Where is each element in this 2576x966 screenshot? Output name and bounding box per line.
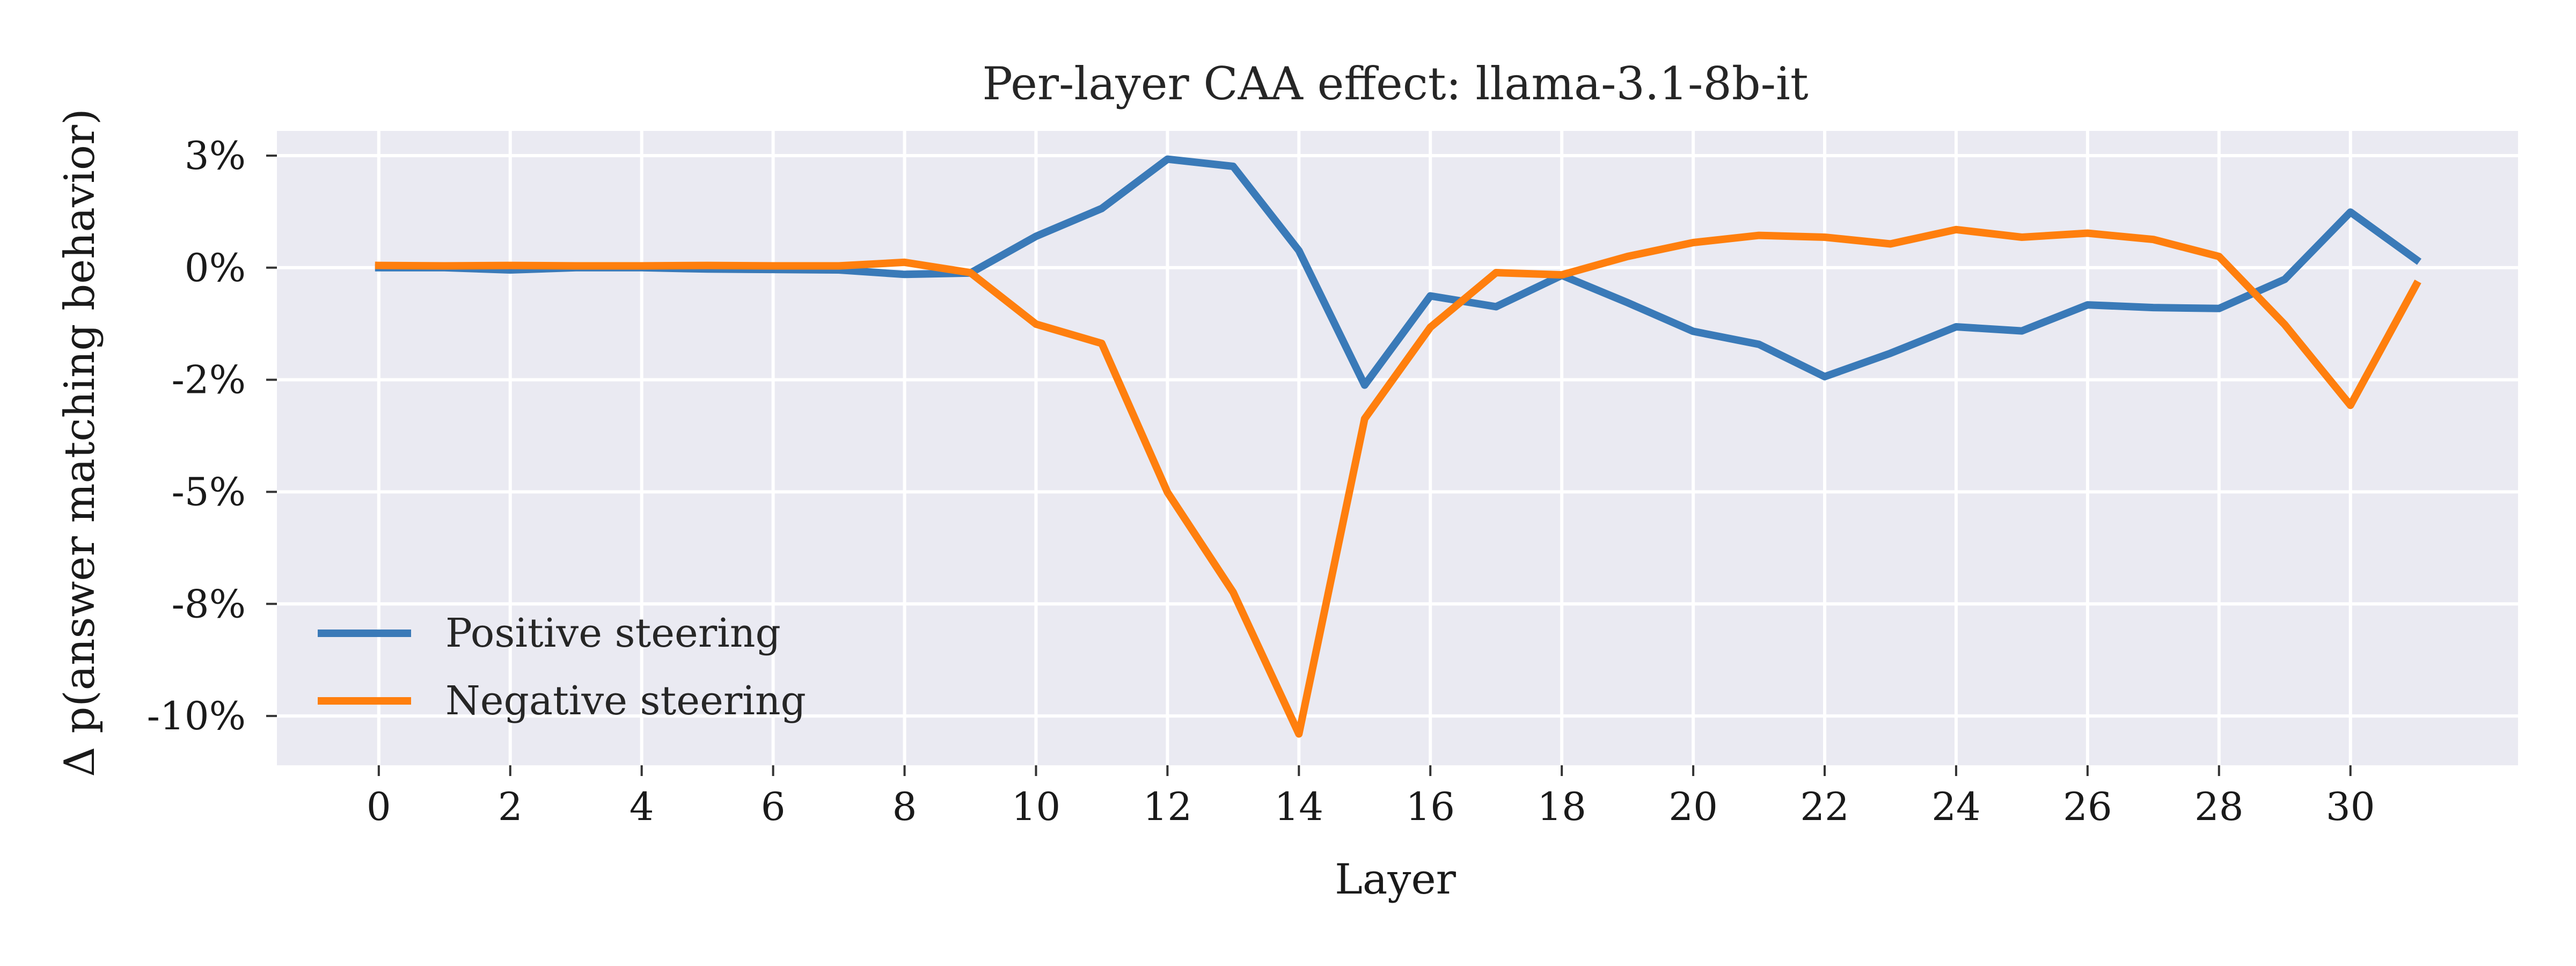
y-axis: 3% 0% -2% -5% -8% -10%: [147, 133, 277, 738]
y-tick-label: -5%: [171, 469, 246, 514]
x-axis-label: Layer: [1335, 855, 1457, 904]
y-tick-label: 0%: [185, 245, 246, 290]
legend: Positive steering Negative steering: [318, 610, 806, 724]
x-tick-label: 2: [498, 784, 523, 829]
plot-area: [277, 131, 2518, 765]
x-tick-label: 6: [761, 784, 786, 829]
y-tick-label: -2%: [171, 357, 246, 402]
x-tick-label: 4: [630, 784, 654, 829]
x-tick-label: 30: [2326, 784, 2375, 829]
series-lines: [375, 155, 2421, 738]
x-tick-label: 22: [1800, 784, 1849, 829]
y-axis-label: Δ p(answer matching behavior): [56, 108, 104, 777]
x-tick-label: 0: [367, 784, 391, 829]
x-tick-label: 16: [1406, 784, 1455, 829]
x-tick-label: 8: [892, 784, 917, 829]
y-tick-label: -8%: [171, 581, 246, 626]
chart-title: Per-layer CAA effect: llama-3.1-8b-it: [982, 57, 1809, 110]
x-tick-label: 28: [2194, 784, 2244, 829]
x-tick-label: 20: [1668, 784, 1718, 829]
x-tick-label: 10: [1012, 784, 1061, 829]
series-line-negative-steering: [375, 225, 2421, 738]
x-axis: 0 2 4 6 8 10 12 14 16 18 20 22 24 26 28 30: [367, 765, 2375, 829]
y-tick-label: -10%: [147, 693, 246, 738]
x-tick-label: 18: [1537, 784, 1586, 829]
x-tick-label: 14: [1274, 784, 1323, 829]
x-tick-label: 24: [1931, 784, 1981, 829]
legend-label: Positive steering: [445, 610, 781, 656]
legend-label: Negative steering: [445, 678, 806, 724]
x-tick-label: 12: [1143, 784, 1192, 829]
x-tick-label: 26: [2063, 784, 2112, 829]
y-tick-label: 3%: [185, 133, 246, 178]
